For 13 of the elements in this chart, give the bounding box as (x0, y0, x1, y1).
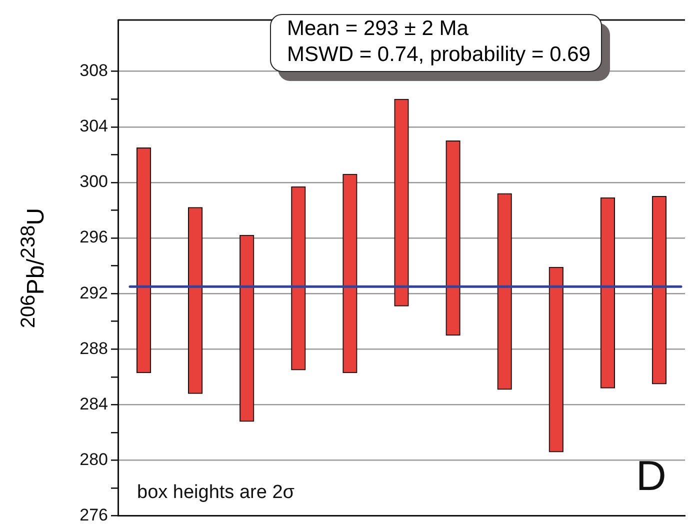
y-tick-label: 280 (80, 450, 108, 469)
y-tick-label: 276 (80, 505, 108, 524)
y-tick-label: 296 (80, 228, 108, 247)
y-tick-label: 308 (80, 61, 108, 80)
annotation: Mean = 293 ± 2 Ma (287, 16, 470, 42)
y-tick-label: 292 (80, 283, 108, 302)
y-tick-label: 300 (80, 172, 108, 192)
annotation: D (636, 452, 666, 500)
annotation: box heights are 2σ (137, 482, 294, 504)
y-tick-label: 304 (80, 116, 108, 136)
y-tick-label: 284 (80, 394, 108, 414)
y-tick-label: 288 (80, 338, 108, 358)
annotation: MSWD = 0.74, probability = 0.69 (287, 42, 590, 68)
